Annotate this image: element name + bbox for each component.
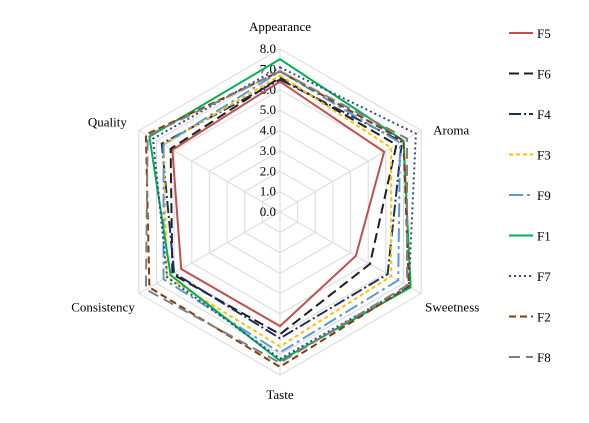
legend-label: F3 (537, 148, 551, 163)
legend-label: F6 (537, 67, 551, 82)
grid-spoke (279, 130, 422, 213)
grid-spoke (138, 211, 281, 294)
radial-tick-label: 2.0 (260, 163, 276, 178)
axis-label: Sweetness (425, 300, 479, 315)
legend: F5 F6 F4 F3 F9 F1 F7 F2 F8 (509, 26, 551, 365)
radial-tick-label: 0.0 (260, 204, 276, 219)
series-f8 (144, 70, 409, 364)
series-f3 (162, 74, 393, 348)
series-f7 (151, 66, 417, 360)
legend-label: F1 (537, 229, 551, 244)
series-f6 (169, 76, 398, 336)
axis-label: Quality (88, 115, 127, 130)
legend-label: F5 (537, 26, 551, 41)
series-f1 (148, 58, 412, 362)
legend-label: F4 (537, 107, 551, 122)
legend-label: F7 (537, 269, 551, 284)
axis-label: Consistency (71, 300, 135, 315)
radial-tick-label: 4.0 (260, 123, 276, 138)
radial-tick-label: 5.0 (260, 102, 276, 117)
radial-tick-labels: 0.01.02.03.04.05.06.07.08.0 (260, 41, 276, 219)
radial-tick-label: 8.0 (260, 41, 276, 56)
series-lines (144, 58, 417, 369)
legend-label: F9 (537, 188, 551, 203)
legend-label: F2 (537, 310, 551, 325)
series-f9 (162, 70, 401, 354)
axis-label: Aroma (433, 123, 469, 138)
axis-label: Taste (266, 387, 293, 402)
radial-tick-label: 1.0 (260, 184, 276, 199)
legend-label: F8 (537, 350, 551, 365)
axis-label: Appearance (249, 19, 311, 34)
radial-tick-label: 3.0 (260, 143, 276, 158)
series-f4 (160, 78, 403, 340)
axis-labels: Appearance Aroma Sweetness Taste Consistency… (71, 19, 479, 402)
series-f5 (171, 80, 386, 328)
